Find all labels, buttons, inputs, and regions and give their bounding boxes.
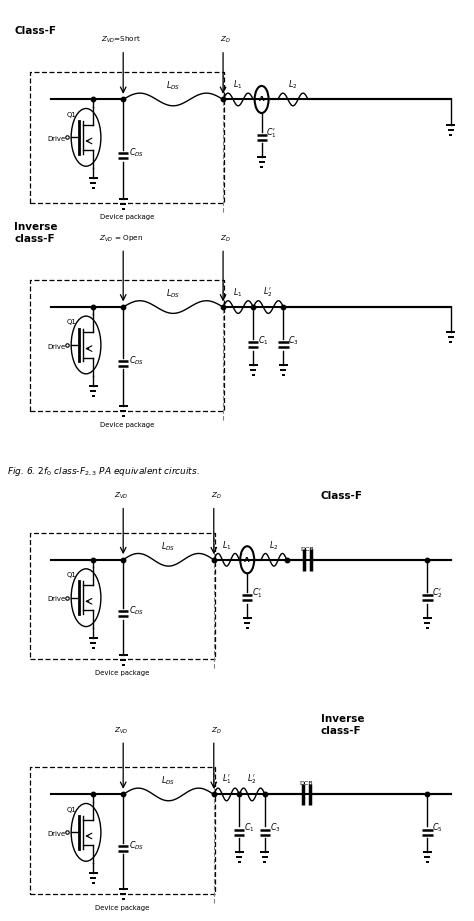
Text: A: A: [259, 97, 264, 102]
Text: Drive: Drive: [47, 597, 65, 602]
Text: $Z_{VD}$: $Z_{VD}$: [114, 491, 128, 501]
Text: Fig. 6. $2f_0$ class-F$_{2,3}$ PA equivalent circuits.: Fig. 6. $2f_0$ class-F$_{2,3}$ PA equiva…: [7, 465, 200, 478]
Text: Drive: Drive: [47, 136, 65, 142]
Text: $C_{DS}$: $C_{DS}$: [129, 840, 144, 852]
Text: $C_5$: $C_5$: [432, 822, 443, 834]
Text: Q1: Q1: [66, 319, 76, 325]
Text: $Z_D$: $Z_D$: [220, 35, 231, 45]
Text: Device package: Device package: [95, 670, 150, 676]
Text: Drive: Drive: [47, 831, 65, 837]
Text: $Z_D$: $Z_D$: [220, 234, 231, 244]
Text: $C_{DS}$: $C_{DS}$: [129, 605, 144, 617]
Text: $C_1'$: $C_1'$: [266, 126, 277, 140]
Text: $Z_D$: $Z_D$: [211, 491, 221, 501]
Text: Q1: Q1: [66, 572, 76, 577]
Text: $C_2'$: $C_2'$: [432, 587, 443, 600]
Text: $C_3$: $C_3$: [270, 822, 280, 834]
Text: $L_2'$: $L_2'$: [247, 773, 256, 787]
Text: Class-F: Class-F: [14, 27, 56, 36]
Text: $C_3$: $C_3$: [288, 334, 299, 346]
Text: $L_1$: $L_1$: [233, 286, 243, 299]
Text: $L_{DS}$: $L_{DS}$: [166, 80, 180, 92]
Text: $C_{DS}$: $C_{DS}$: [129, 355, 144, 367]
Text: Device package: Device package: [100, 214, 155, 220]
Text: $L_2'$: $L_2'$: [264, 286, 273, 299]
Text: $L_{DS}$: $L_{DS}$: [162, 540, 175, 553]
Text: $C_1'$: $C_1'$: [252, 587, 263, 600]
Text: $L_1'$: $L_1'$: [221, 773, 231, 787]
Text: $Z_{VD}$ = Open: $Z_{VD}$ = Open: [99, 234, 143, 244]
Text: Inverse
class-F: Inverse class-F: [320, 714, 364, 736]
Text: DCB: DCB: [301, 547, 314, 552]
Text: $L_2$: $L_2$: [288, 79, 298, 91]
Text: Q1: Q1: [66, 807, 76, 812]
Text: Class-F: Class-F: [320, 491, 363, 501]
Text: $L_{DS}$: $L_{DS}$: [162, 775, 175, 787]
Text: $C_1$: $C_1$: [258, 334, 269, 346]
Text: $L_1$: $L_1$: [233, 79, 243, 91]
Text: $L_2$: $L_2$: [269, 539, 278, 552]
Text: Q1: Q1: [66, 111, 76, 118]
Text: A: A: [245, 557, 250, 563]
Text: $C_1$: $C_1$: [244, 822, 255, 834]
Text: $Z_D$: $Z_D$: [211, 726, 221, 736]
Text: DCB: DCB: [300, 781, 313, 787]
Text: $C_{DS}$: $C_{DS}$: [129, 147, 144, 159]
Text: $Z_{VD}$=Short: $Z_{VD}$=Short: [101, 35, 141, 45]
Text: $L_1$: $L_1$: [221, 539, 231, 552]
Text: $Z_{VD}$: $Z_{VD}$: [114, 726, 128, 736]
Text: $L_{DS}$: $L_{DS}$: [166, 287, 180, 300]
Text: Drive: Drive: [47, 344, 65, 350]
Text: Device package: Device package: [100, 422, 155, 427]
Text: Device package: Device package: [95, 904, 150, 911]
Text: Inverse
class-F: Inverse class-F: [14, 222, 57, 244]
